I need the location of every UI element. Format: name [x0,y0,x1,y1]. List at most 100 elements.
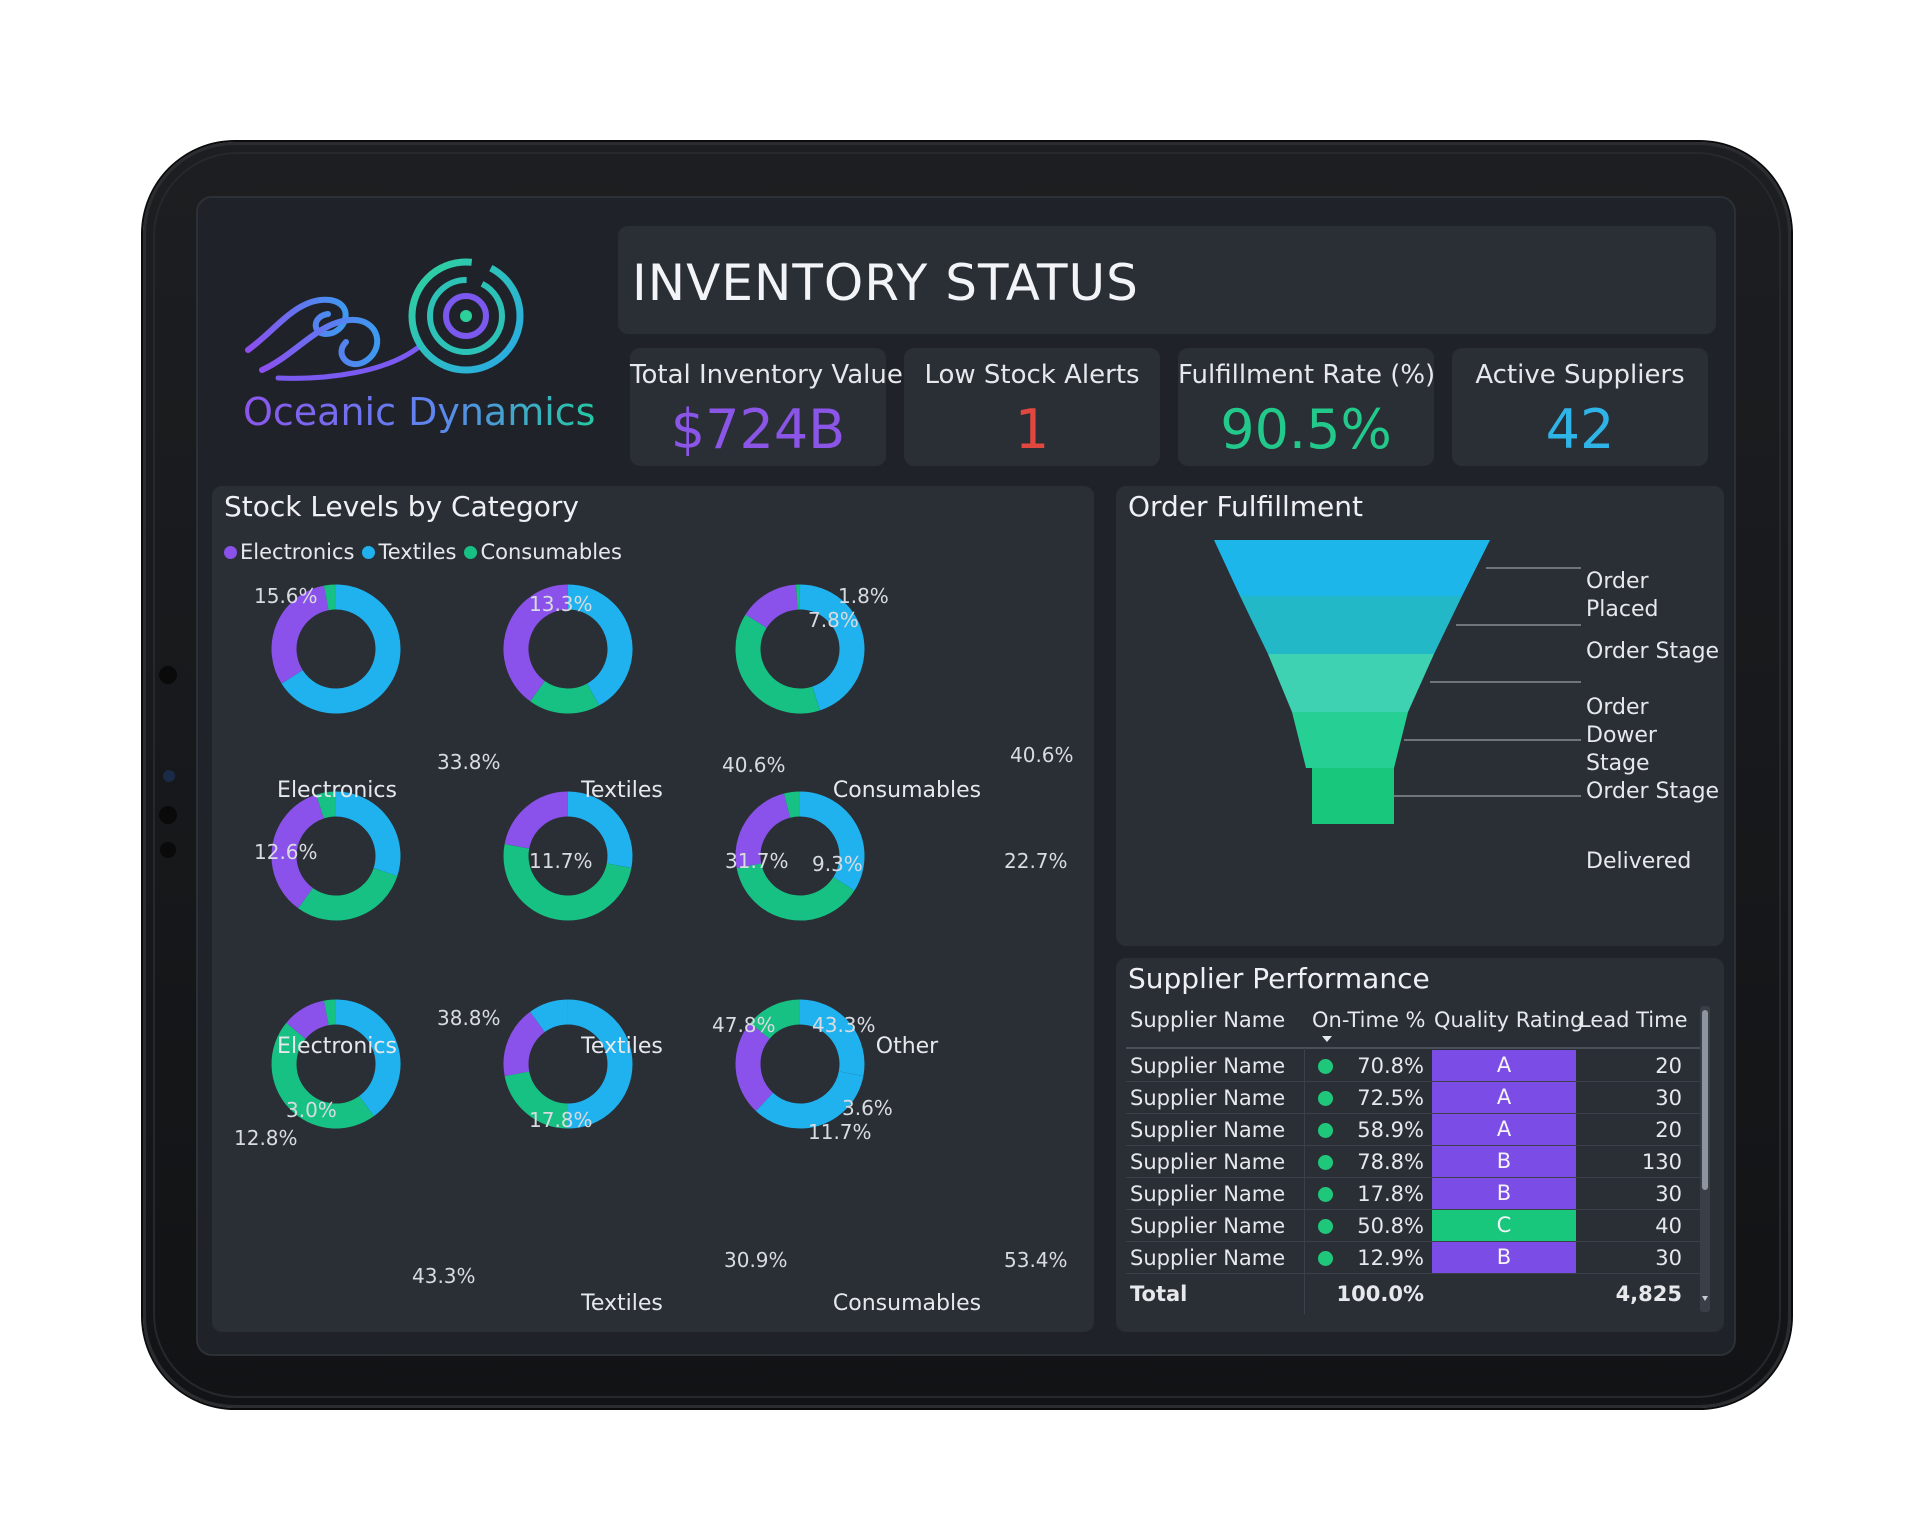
column-header-lead-time[interactable]: Lead Time [1579,1008,1688,1032]
supplier-name-cell: Supplier Name [1130,1214,1286,1238]
donut-segment[interactable] [286,1000,330,1040]
funnel-stage[interactable] [1292,712,1408,768]
column-header-supplier-name[interactable]: Supplier Name [1130,1008,1286,1032]
donut-segment[interactable] [298,867,398,921]
donut-pct-label: 3.0% [286,1098,337,1122]
donut-chart[interactable] [503,584,633,714]
funnel-stage[interactable] [1240,596,1462,654]
supplier-name-cell: Supplier Name [1130,1246,1286,1270]
kpi-active-suppliers: Active Suppliers 42 [1452,348,1708,466]
funnel-stage[interactable] [1312,768,1394,824]
donut-segment[interactable] [323,584,337,611]
sort-arrow-icon[interactable] [1322,1036,1332,1042]
column-header-quality-rating[interactable]: Quality Rating [1434,1008,1584,1032]
donut-segment[interactable] [799,584,865,711]
donut-pct-label: 38.8% [437,1006,501,1030]
donut-segment[interactable] [335,791,401,876]
donut-segment[interactable] [335,999,401,1117]
donut-segment[interactable] [503,1011,546,1077]
donut-caption: Consumables [832,1291,982,1316]
lead-time-cell: 40 [1655,1214,1682,1238]
donut-segment[interactable] [750,999,801,1040]
donut-chart[interactable] [735,999,865,1129]
kpi-value: 42 [1545,398,1615,461]
on-time-cell: 58.9% [1357,1118,1424,1142]
donut-segment[interactable] [799,791,865,891]
donut-segment[interactable] [503,584,569,702]
donut-chart[interactable] [503,791,633,921]
donut-segment[interactable] [783,791,801,818]
column-divider [1304,1048,1305,1314]
title-bar: INVENTORY STATUS [618,226,1716,334]
donut-segment[interactable] [735,614,820,714]
donut-pct-label: 43.3% [812,1013,876,1037]
column-header-on-time[interactable]: On-Time % [1312,1008,1426,1032]
donut-segment[interactable] [745,584,799,629]
donut-segment[interactable] [271,1022,374,1129]
legend-dot [464,545,478,559]
donut-chart[interactable] [735,791,865,921]
donut-chart[interactable] [271,999,401,1129]
table-row[interactable]: Supplier Name 12.9% B 30 [1126,1242,1700,1274]
legend-item-electronics[interactable]: Electronics [224,540,354,564]
donut-segment[interactable] [530,680,600,714]
brand-logo [238,238,618,438]
donut-segment[interactable] [799,999,865,1077]
table-row[interactable]: Supplier Name 58.9% A 20 [1126,1114,1700,1146]
status-dot-icon [1318,1091,1333,1106]
legend-label: Electronics [240,540,355,564]
donut-chart[interactable] [503,999,633,1129]
lead-time-cell: 30 [1655,1182,1682,1206]
table-scrollbar[interactable] [1700,1006,1710,1312]
lead-time-cell: 30 [1655,1086,1682,1110]
legend-item-textiles[interactable]: Textiles [362,540,456,564]
donut-pct-label: 40.6% [1010,743,1074,767]
donut-segment[interactable] [736,862,855,921]
donut-segment[interactable] [735,1022,774,1112]
donut-segment[interactable] [567,791,633,869]
funnel-stage-label: Order Stage [1586,639,1720,664]
donut-segment[interactable] [503,843,632,921]
table-row[interactable]: Supplier Name 17.8% B 30 [1126,1178,1700,1210]
donut-segment[interactable] [567,584,633,706]
table-row[interactable]: Supplier Name 50.8% C 40 [1126,1210,1700,1242]
quality-rating-cell: B [1432,1242,1576,1273]
funnel-stage[interactable] [1214,540,1490,596]
table-row[interactable]: Supplier Name 72.5% A 30 [1126,1082,1700,1114]
donut-segment[interactable] [755,1070,864,1129]
total-lead-time: 4,825 [1615,1282,1682,1306]
supplier-table: Supplier Name On-Time % Quality Rating L… [1126,1008,1700,1318]
table-row[interactable]: Supplier Name 78.8% B 130 [1126,1146,1700,1178]
scroll-down-icon[interactable] [1702,1296,1708,1301]
donut-segment[interactable] [271,794,325,909]
donut-chart[interactable] [735,584,865,714]
donut-segment[interactable] [504,791,569,850]
on-time-cell: 12.9% [1357,1246,1424,1270]
kpi-low-stock-alerts: Low Stock Alerts 1 [904,348,1160,466]
donut-chart[interactable] [271,791,401,921]
table-row[interactable]: Supplier Name 70.8% A 20 [1126,1050,1700,1082]
donut-pct-label: 7.8% [808,608,859,632]
donut-pct-label: 3.6% [842,1096,893,1120]
donut-segment[interactable] [735,793,791,869]
donut-segment[interactable] [567,999,633,1129]
donut-segment[interactable] [530,999,569,1033]
donut-pct-label: 31.7% [725,849,789,873]
legend-dot [362,545,376,559]
donut-chart[interactable] [271,584,401,714]
donut-pct-label: 17.8% [529,1108,593,1132]
funnel-stage[interactable] [1268,654,1434,712]
donut-segment[interactable] [281,584,401,714]
legend-label: Textiles [378,540,457,564]
donut-segment[interactable] [323,999,337,1026]
scrollbar-thumb[interactable] [1702,1010,1708,1190]
donut-segment[interactable] [504,1070,569,1129]
kpi-label: Total Inventory Value [630,360,903,390]
donut-segment[interactable] [271,585,330,684]
kpi-value: 90.5% [1220,398,1392,461]
lead-time-cell: 20 [1655,1118,1682,1142]
quality-rating-cell: A [1432,1082,1576,1113]
funnel-stage-label: Order Dower Stage [1586,695,1657,776]
legend-item-consumables[interactable]: Consumables [464,540,622,564]
donut-segment[interactable] [316,791,337,819]
